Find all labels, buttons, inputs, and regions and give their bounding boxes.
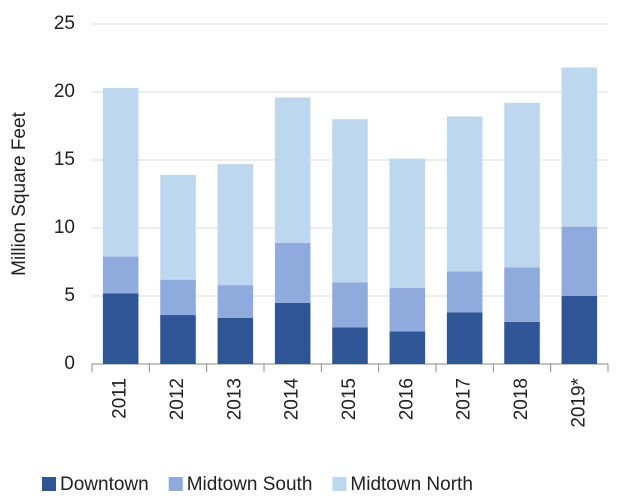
bar-segment xyxy=(561,226,598,296)
bar-segment xyxy=(389,287,426,332)
bar-segment xyxy=(217,285,254,318)
bar-segment xyxy=(389,158,426,288)
y-tick-label: 15 xyxy=(54,149,75,170)
bar-segment xyxy=(332,282,368,328)
x-tick-label: 2019* xyxy=(568,377,589,427)
x-tick-label: 2016 xyxy=(396,378,417,420)
bar-segment xyxy=(332,119,368,283)
bar-segment xyxy=(561,296,598,364)
x-tick-label: 2017 xyxy=(454,378,475,420)
bar-segment xyxy=(102,87,139,257)
y-axis-label: Million Square Feet xyxy=(9,111,30,275)
bar-segment xyxy=(446,116,483,272)
bar-segment xyxy=(217,317,254,364)
bar-segment xyxy=(446,312,483,364)
bar-segment xyxy=(504,102,540,268)
y-tick-label: 0 xyxy=(64,353,75,374)
bar-segment xyxy=(504,267,540,322)
bar-segment xyxy=(160,279,196,316)
bar-segment xyxy=(274,302,311,364)
bar-segment xyxy=(102,256,139,294)
bar-segment xyxy=(102,293,139,364)
bar-segment xyxy=(160,174,196,280)
y-tick-label: 20 xyxy=(54,81,75,102)
legend-swatch xyxy=(168,477,183,491)
bar-segment xyxy=(274,97,311,243)
bar-segment xyxy=(446,271,483,313)
legend-label: Downtown xyxy=(60,474,149,495)
y-tick-label: 5 xyxy=(64,285,75,306)
bar-segment xyxy=(332,327,368,364)
bar-segment xyxy=(389,331,426,364)
x-tick-label: 2015 xyxy=(339,378,360,420)
x-tick-label: 2018 xyxy=(511,378,532,420)
bar-segment xyxy=(504,321,540,364)
legend-swatch xyxy=(332,477,347,491)
x-tick-label: 2011 xyxy=(110,378,131,419)
x-tick-label: 2014 xyxy=(282,378,303,421)
x-tick-label: 2012 xyxy=(167,378,188,420)
legend-swatch xyxy=(42,477,56,491)
bar-segment xyxy=(561,67,598,227)
bar-segment xyxy=(274,242,311,303)
bar-segment xyxy=(217,164,254,286)
bar-segment xyxy=(160,315,196,364)
y-tick-label: 25 xyxy=(54,13,75,34)
legend-label: Midtown North xyxy=(350,474,473,495)
y-tick-label: 10 xyxy=(54,217,75,238)
x-tick-label: 2013 xyxy=(224,378,245,420)
legend-label: Midtown South xyxy=(187,474,313,495)
